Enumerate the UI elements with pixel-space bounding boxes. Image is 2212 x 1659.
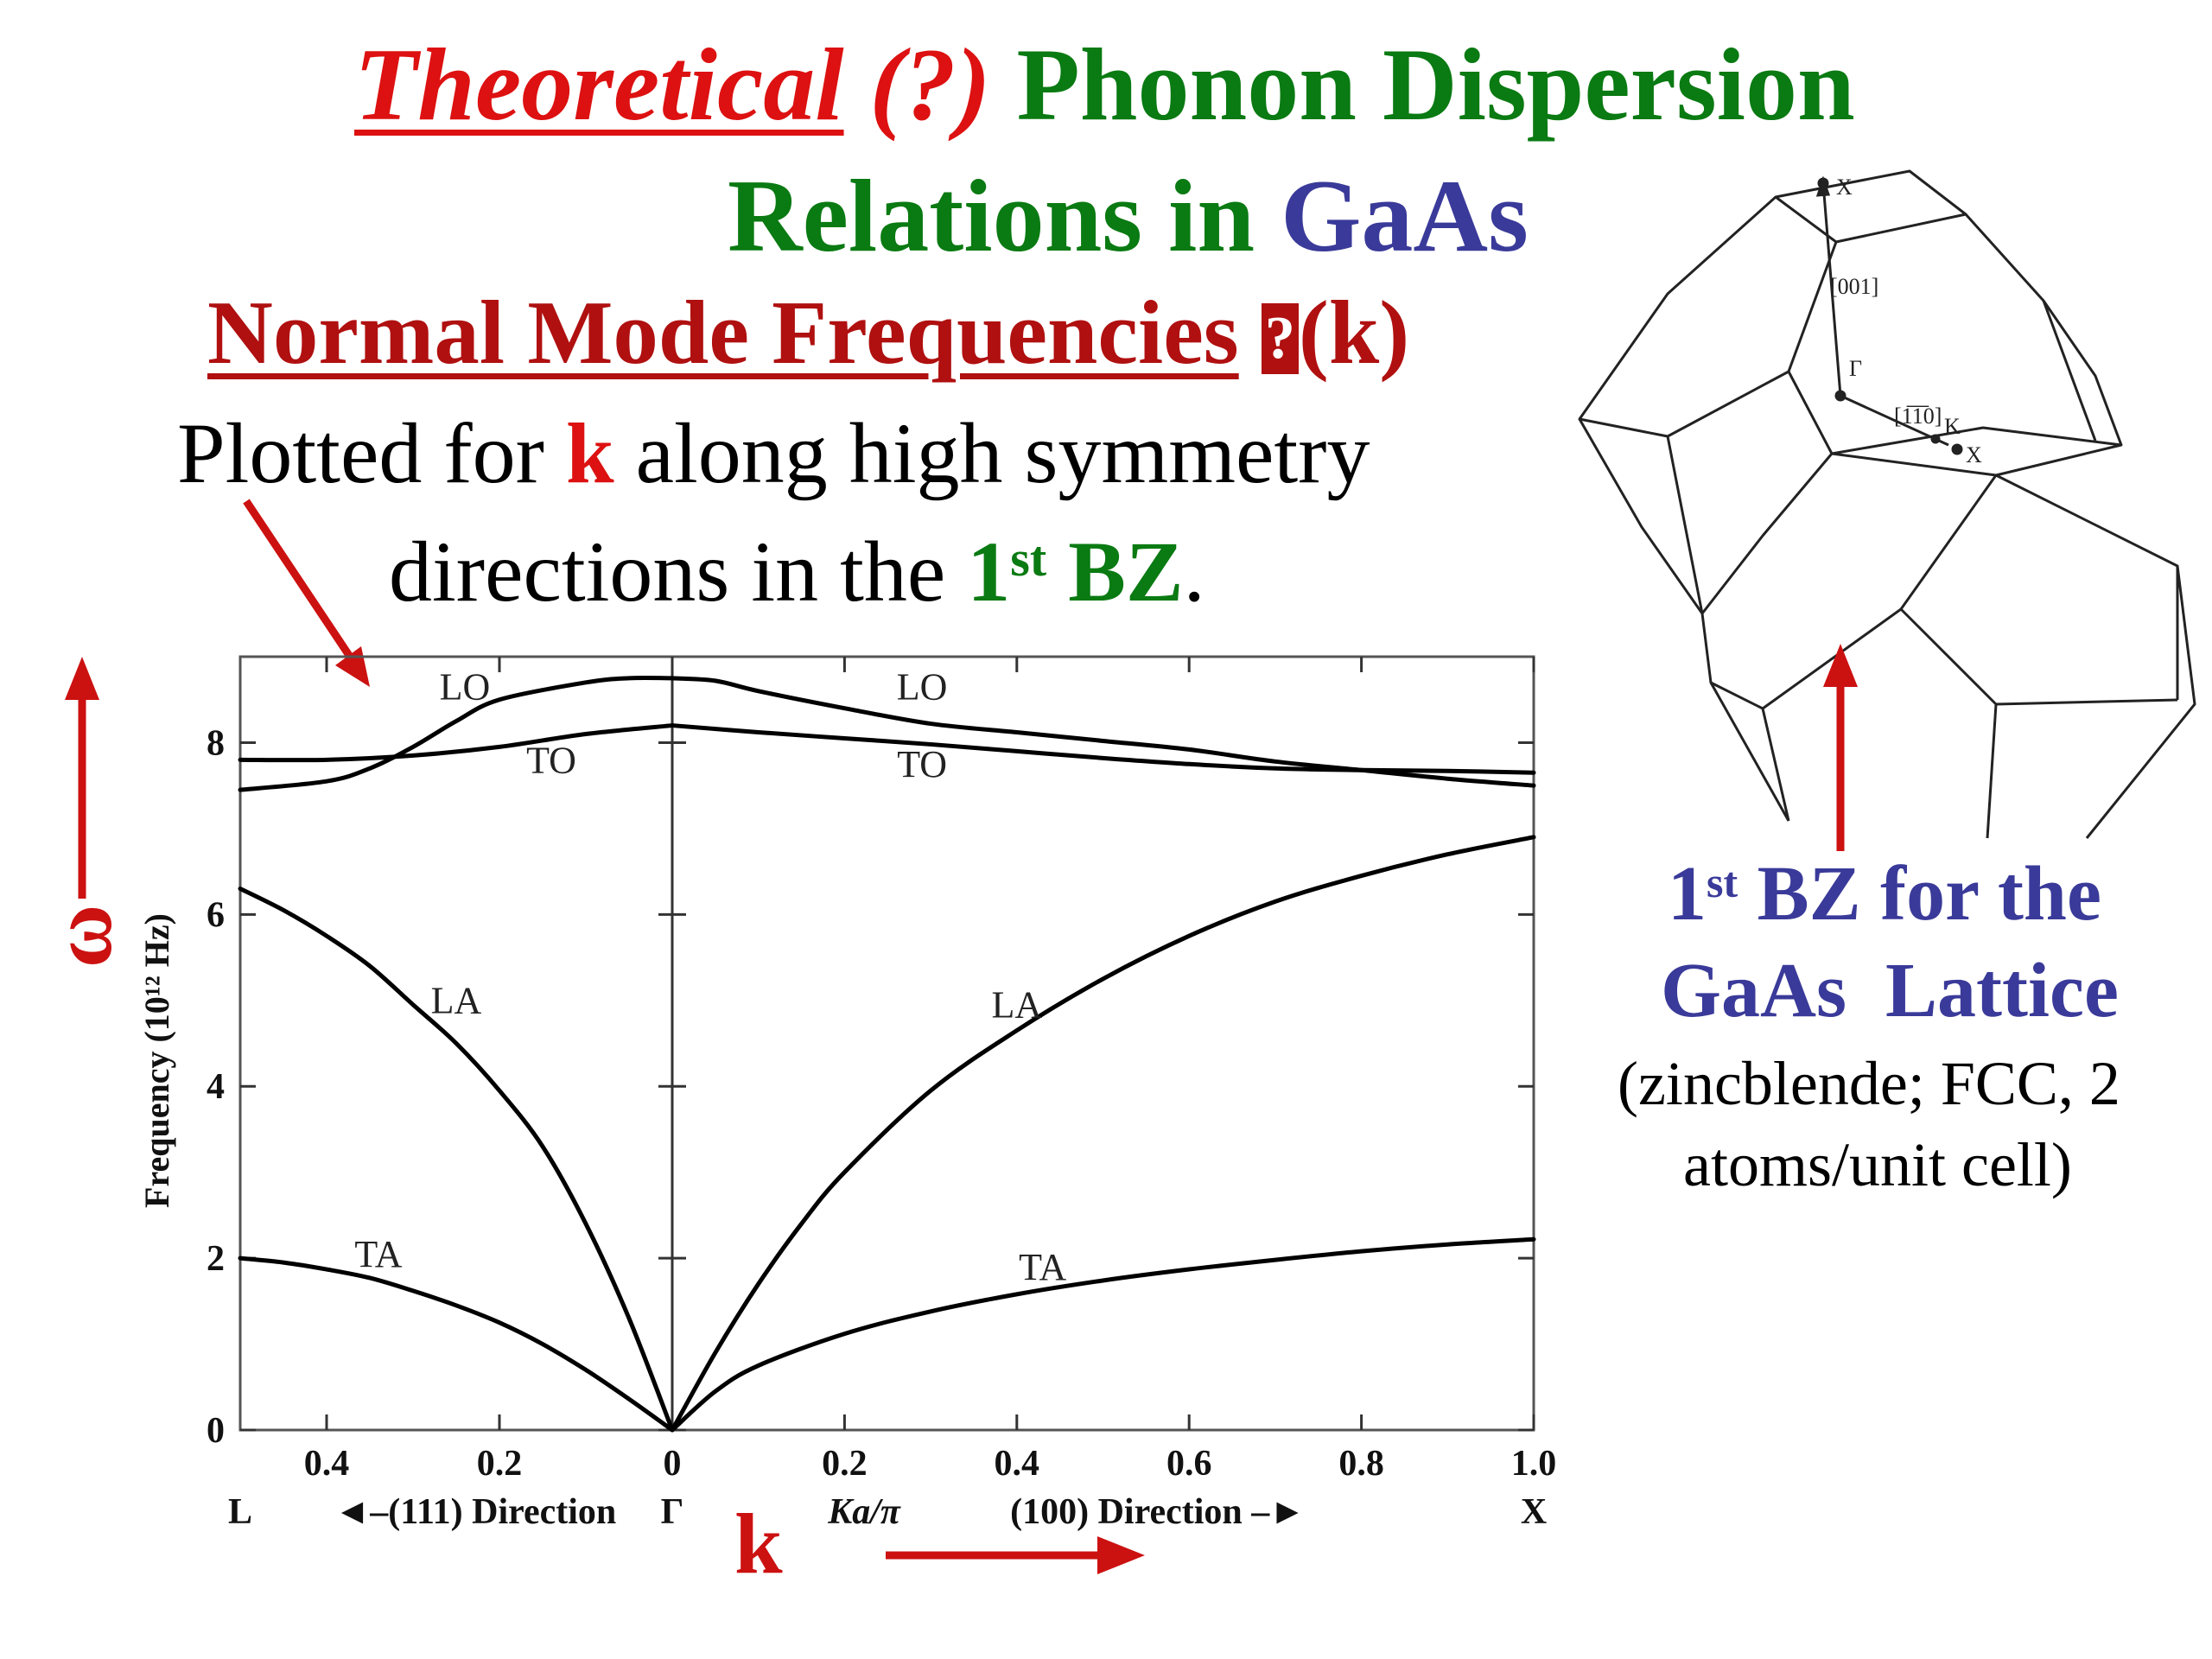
bz-label-k: K [1944, 414, 1961, 439]
k-axis-label: k [734, 1496, 783, 1592]
plot-frame [238, 655, 1535, 1432]
directions-1: 1 [967, 524, 1011, 620]
x-tick-label-left: 0.2 [477, 1444, 523, 1484]
direction-label-100: (100) Direction –► [1010, 1492, 1306, 1532]
bz-caption-rest: BZ for the [1757, 851, 2101, 937]
slide-title-line2: Relations in GaAs [728, 164, 1529, 268]
y-tick-label: 6 [207, 895, 225, 935]
bz-label-x-right: X [1966, 442, 1982, 467]
plotted-k: k [565, 405, 614, 501]
left-la-branch-label: LA [431, 980, 482, 1022]
y-tick-label: 4 [207, 1067, 225, 1107]
left-ta-branch-label: TA [354, 1233, 402, 1275]
right-to-branch-label: TO [897, 743, 947, 785]
bz-label-001: [001] [1830, 274, 1878, 299]
bz-arrow-head [1823, 644, 1858, 687]
right-ta-branch-label: TA [1019, 1246, 1066, 1288]
subtitle-k: (k) [1298, 282, 1410, 383]
x-axis-label-ka-pi: Ka/π [827, 1492, 901, 1532]
brillouin-zone-diagram: X [001] Γ [1̅1̅0] K X [1578, 169, 2196, 839]
right-la-branch-label: LA [991, 984, 1042, 1027]
bz-lower-outline [1995, 474, 2196, 839]
bz-caption-st: st [1707, 858, 1738, 906]
title-theoretical: Theoretical [354, 27, 844, 142]
plotted-suffix: along high symmetry [635, 405, 1370, 501]
x-tick-label-right: 0.4 [995, 1444, 1040, 1484]
subtitle-glyph: ? [1261, 303, 1299, 374]
x-tick-label-left: 0 [664, 1444, 682, 1484]
title-question: (?) [869, 27, 991, 142]
annotation-arrows [65, 499, 1858, 1574]
right-lo-branch-label: LO [897, 666, 948, 709]
left-to-curve [238, 723, 675, 763]
right-to-curve [670, 723, 1536, 775]
omega-label: ω [34, 905, 130, 968]
directions-line: directions in the 1st BZ. [389, 529, 1205, 615]
bz-caption-line1: 1st BZ for the [1668, 855, 2101, 933]
x-tick-label-right: 0.2 [822, 1444, 868, 1484]
bz-label-110: [1̅1̅0] [1894, 404, 1942, 429]
plot-area: 0 2 4 6 8 0.4 0.2 0 0.2 0.4 0.6 0.8 1.0 LO TO LA TA LO TO L… [137, 655, 1557, 1532]
point-label-l: L [228, 1492, 252, 1532]
y-tick-label: 2 [207, 1239, 225, 1279]
title-relations: Relations in [728, 158, 1255, 273]
omega-arrow-head [65, 657, 99, 700]
bz-label-x-top: X [1836, 175, 1853, 200]
title-gaas: GaAs [1281, 158, 1529, 273]
bz-caption-1: 1 [1668, 851, 1707, 937]
x-tick-label-right: 0.8 [1338, 1444, 1384, 1484]
left-ta-curve [238, 1255, 675, 1433]
x-tick-label-left: 0.4 [304, 1444, 350, 1484]
bz-caption-line4: atoms/unit cell) [1683, 1130, 2072, 1199]
pointer-arrow-head [335, 646, 370, 687]
right-ta-curve [670, 1236, 1536, 1433]
directions-bz: BZ [1068, 524, 1184, 620]
left-lo-branch-label: LO [440, 666, 491, 709]
bz-label-gamma: Γ [1849, 356, 1862, 381]
directions-prefix: directions in the [389, 524, 946, 620]
y-tick-label: 0 [207, 1411, 225, 1451]
left-la-curve [238, 887, 675, 1433]
y-axis-title: Frequency (10¹² Hz) [137, 913, 176, 1208]
x-tick-label-right: 0.6 [1166, 1444, 1212, 1484]
left-to-branch-label: TO [526, 739, 576, 781]
point-label-gamma: Γ [661, 1492, 684, 1532]
subtitle-normal-mode: Normal Mode Frequencies ?(k) [207, 287, 1409, 378]
bz-caption-line3: (zincblende; FCC, 2 [1618, 1049, 2120, 1118]
subtitle-normal-mode-text: Normal Mode Frequencies [207, 282, 1239, 383]
left-lo-curve [238, 675, 675, 792]
pointer-arrow-shaft [243, 499, 353, 659]
k-arrow-head [1097, 1536, 1145, 1574]
bz-caption-line2: GaAs Lattice [1661, 948, 2119, 1033]
directions-period: . [1183, 524, 1205, 620]
title-phonon: Phonon Dispersion [1016, 27, 1855, 142]
slide-title-line1: Theoretical (?) Phonon Dispersion [354, 33, 1855, 137]
right-la-curve [670, 835, 1536, 1433]
plotted-prefix: Plotted for [177, 405, 544, 501]
y-tick-label: 8 [207, 723, 225, 763]
directions-st: st [1010, 531, 1047, 587]
x-tick-label-right: 1.0 [1511, 1444, 1557, 1484]
direction-label-111: ◄–(111) Direction [334, 1492, 617, 1532]
plotted-line: Plotted for k along high symmetry [177, 410, 1370, 497]
point-label-x: X [1521, 1492, 1547, 1532]
